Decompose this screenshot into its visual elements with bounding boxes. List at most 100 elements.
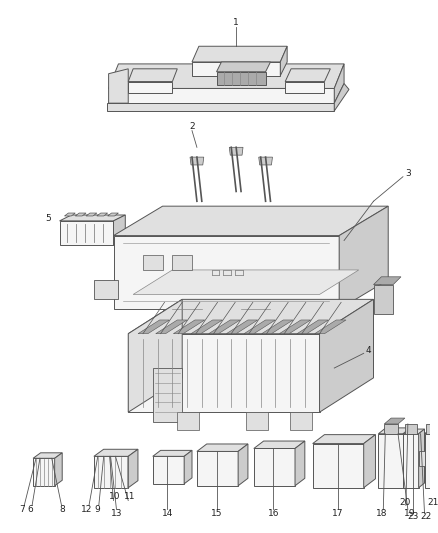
- Polygon shape: [314, 320, 346, 334]
- Polygon shape: [405, 424, 417, 434]
- Polygon shape: [313, 443, 364, 488]
- Polygon shape: [128, 82, 173, 93]
- Polygon shape: [33, 453, 62, 458]
- Polygon shape: [94, 280, 118, 300]
- Text: 18: 18: [376, 508, 387, 518]
- Text: 15: 15: [211, 508, 222, 518]
- Polygon shape: [280, 46, 287, 76]
- Polygon shape: [128, 334, 320, 412]
- Polygon shape: [133, 270, 359, 294]
- Polygon shape: [261, 320, 293, 334]
- Text: 12: 12: [81, 505, 93, 514]
- Polygon shape: [153, 368, 182, 422]
- Polygon shape: [113, 215, 125, 245]
- Text: 11: 11: [124, 492, 135, 501]
- Text: 17: 17: [332, 508, 344, 518]
- Polygon shape: [427, 424, 438, 434]
- Polygon shape: [97, 213, 108, 216]
- Polygon shape: [246, 412, 268, 430]
- Text: 2: 2: [189, 122, 195, 131]
- Polygon shape: [64, 213, 75, 216]
- Polygon shape: [259, 157, 272, 165]
- Polygon shape: [216, 62, 271, 72]
- Text: 1: 1: [233, 18, 239, 27]
- Polygon shape: [60, 215, 125, 221]
- Polygon shape: [155, 320, 187, 334]
- Polygon shape: [254, 448, 295, 486]
- Text: 21: 21: [427, 498, 438, 507]
- Polygon shape: [378, 434, 406, 488]
- Polygon shape: [138, 320, 170, 334]
- Polygon shape: [128, 69, 177, 82]
- Polygon shape: [192, 46, 287, 62]
- Text: 22: 22: [421, 512, 432, 521]
- Polygon shape: [374, 285, 393, 314]
- Polygon shape: [320, 300, 374, 412]
- Polygon shape: [128, 300, 182, 412]
- Polygon shape: [86, 213, 97, 216]
- Polygon shape: [384, 424, 398, 434]
- Polygon shape: [290, 412, 312, 430]
- Polygon shape: [424, 429, 438, 434]
- Polygon shape: [109, 64, 344, 88]
- Polygon shape: [108, 213, 118, 216]
- Text: 23: 23: [407, 512, 418, 521]
- Polygon shape: [339, 206, 388, 309]
- Polygon shape: [184, 450, 192, 484]
- Text: 5: 5: [45, 214, 51, 223]
- Text: 14: 14: [162, 508, 173, 518]
- Polygon shape: [254, 441, 305, 448]
- Polygon shape: [216, 72, 265, 85]
- Polygon shape: [106, 103, 334, 111]
- Polygon shape: [197, 451, 238, 486]
- Polygon shape: [334, 64, 344, 103]
- Text: 4: 4: [366, 346, 371, 355]
- Polygon shape: [406, 428, 413, 488]
- Polygon shape: [113, 236, 339, 309]
- Text: 8: 8: [60, 505, 65, 514]
- Polygon shape: [364, 434, 375, 488]
- Polygon shape: [279, 320, 311, 334]
- Polygon shape: [226, 320, 258, 334]
- Polygon shape: [75, 213, 86, 216]
- Text: 9: 9: [94, 505, 100, 514]
- Polygon shape: [244, 320, 276, 334]
- Polygon shape: [109, 88, 334, 103]
- Text: 7: 7: [19, 505, 25, 514]
- Polygon shape: [313, 434, 375, 443]
- Polygon shape: [153, 456, 184, 484]
- Polygon shape: [334, 84, 349, 111]
- Text: 3: 3: [405, 169, 411, 179]
- Polygon shape: [212, 309, 226, 327]
- Text: 10: 10: [109, 492, 120, 501]
- Polygon shape: [403, 429, 424, 434]
- Text: 20: 20: [399, 498, 410, 507]
- Text: 19: 19: [404, 508, 416, 518]
- Polygon shape: [229, 147, 243, 155]
- Polygon shape: [55, 453, 62, 486]
- Text: 13: 13: [111, 508, 122, 518]
- Polygon shape: [33, 458, 55, 486]
- Polygon shape: [162, 309, 177, 327]
- Polygon shape: [419, 451, 424, 466]
- Polygon shape: [285, 82, 325, 93]
- Text: 16: 16: [268, 508, 279, 518]
- Polygon shape: [190, 157, 204, 165]
- Polygon shape: [378, 428, 413, 434]
- Polygon shape: [94, 456, 128, 488]
- Polygon shape: [128, 300, 374, 334]
- Text: 6: 6: [27, 505, 33, 514]
- Polygon shape: [374, 277, 401, 285]
- Polygon shape: [192, 62, 280, 76]
- Polygon shape: [60, 221, 113, 245]
- Polygon shape: [173, 255, 192, 270]
- Polygon shape: [191, 320, 223, 334]
- Polygon shape: [261, 309, 276, 327]
- Polygon shape: [297, 320, 328, 334]
- Polygon shape: [109, 69, 128, 103]
- Polygon shape: [384, 418, 405, 424]
- Polygon shape: [208, 320, 240, 334]
- Polygon shape: [143, 255, 162, 270]
- Polygon shape: [177, 412, 199, 430]
- Polygon shape: [173, 320, 205, 334]
